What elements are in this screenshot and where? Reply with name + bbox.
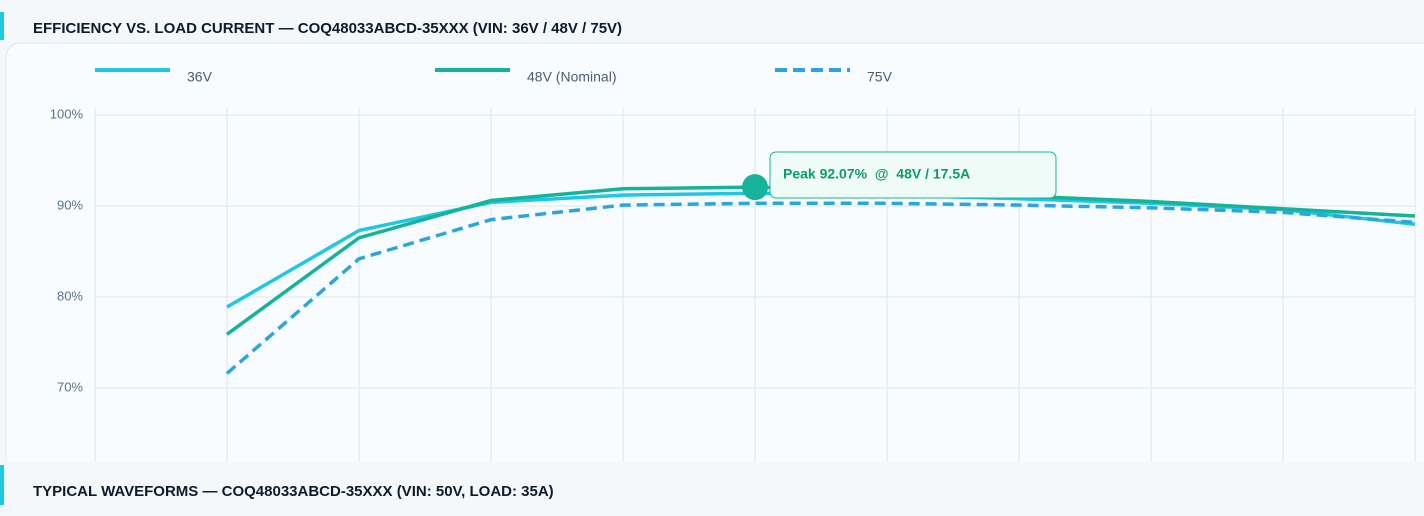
chart-card	[5, 42, 1424, 484]
annotation-box	[769, 151, 1057, 199]
plot: 70% 80% 90% 100% 36V 48V (Nominal) 75V Peak 92.…	[50, 68, 1416, 479]
accent-bar	[0, 465, 4, 505]
annotation-text: Peak 92.07% @ 48V / 17.5A	[783, 166, 970, 182]
legend-label: 48V (Nominal)	[527, 69, 616, 85]
legend-label: 75V	[867, 69, 893, 85]
y-tick-label: 80%	[57, 288, 83, 303]
section-band	[0, 462, 1424, 516]
section-title: TYPICAL WAVEFORMS — COQ48033ABCD-35XXX (…	[33, 483, 554, 500]
y-tick-label: 90%	[57, 197, 83, 212]
y-tick-label: 100%	[50, 106, 84, 121]
y-tick-label: 70%	[57, 379, 83, 394]
series-line	[225, 201, 1416, 375]
accent-bar	[0, 12, 4, 40]
peak-marker	[742, 174, 768, 201]
legend-label: 36V	[187, 69, 213, 85]
chart-title: EFFICIENCY VS. LOAD CURRENT — COQ48033AB…	[33, 20, 622, 37]
